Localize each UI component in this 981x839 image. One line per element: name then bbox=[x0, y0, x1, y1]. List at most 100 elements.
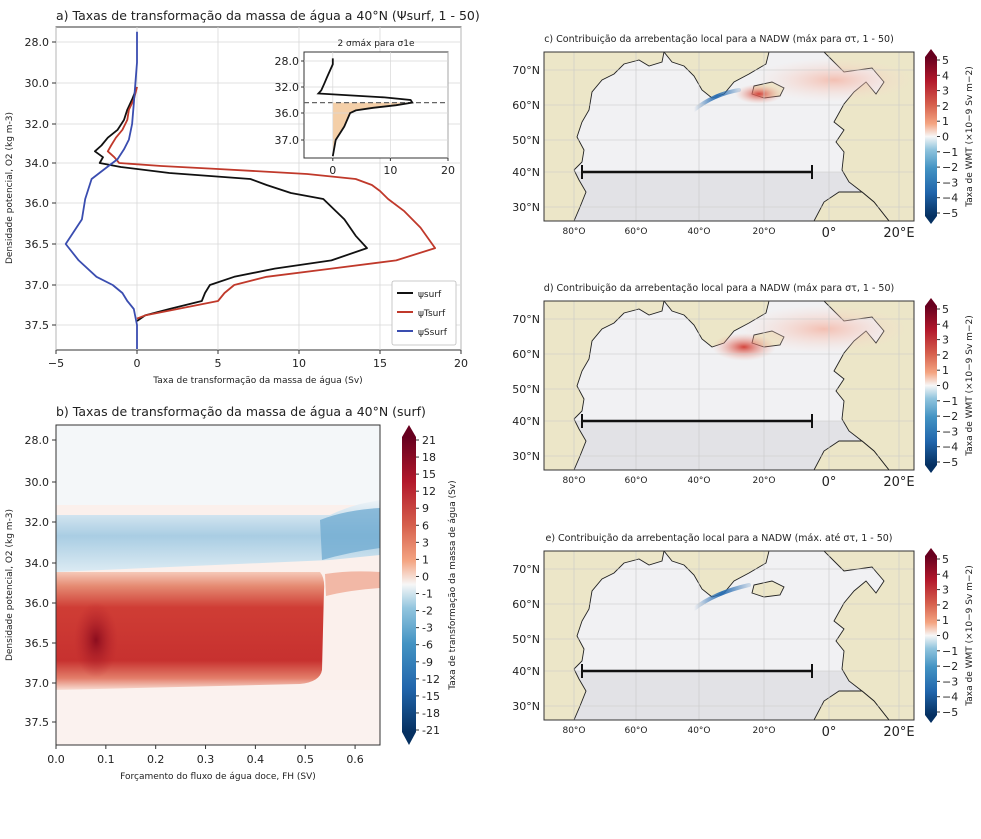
map-lat-label: 30°N bbox=[512, 450, 540, 463]
map-colorbar-tick-label: −4 bbox=[942, 691, 958, 704]
map-lon-label: 40°O bbox=[687, 227, 710, 237]
colorbar-b-top-arrow bbox=[402, 425, 416, 437]
map-colorbar-tick-label: 4 bbox=[942, 318, 949, 331]
map-colorbar-tick-label: −1 bbox=[942, 146, 958, 159]
colorbar-b-tick-label: 0 bbox=[422, 570, 429, 583]
heatmap-negative-right bbox=[320, 508, 380, 560]
panel-a-ytick-label: 32.0 bbox=[25, 118, 50, 131]
map-lon-label: 80°O bbox=[562, 726, 585, 736]
panel-b-ytick-label: 37.0 bbox=[25, 677, 50, 690]
panel-e: e) Contribuição da arrebentação local pa… bbox=[512, 533, 975, 740]
heatmap-max-core bbox=[74, 602, 118, 678]
map-colorbar-tick-label: 5 bbox=[942, 54, 949, 67]
inset-shading bbox=[304, 101, 448, 157]
colorbar-b-tick-label: -21 bbox=[422, 724, 440, 737]
map-colorbar-label: Taxa de WMT (×10−9 Sv m−2) bbox=[965, 315, 975, 456]
panel-a-x-ticks: −5 0 5 10 15 20 bbox=[48, 350, 468, 370]
map-colorbar-top-arrow bbox=[925, 298, 937, 306]
map-colorbar-tick-label: 5 bbox=[942, 553, 949, 566]
map-lon-label: 0° bbox=[822, 475, 837, 490]
map-colorbar-tick-label: −5 bbox=[942, 706, 958, 719]
map-lat-label: 40°N bbox=[512, 665, 540, 678]
map-lon-label: 20°O bbox=[752, 227, 775, 237]
field-positive-blob bbox=[712, 333, 776, 361]
legend-label-psi-t: ψTsurf bbox=[418, 309, 446, 319]
map-lon-label: 60°O bbox=[624, 726, 647, 736]
map-title: e) Contribuição da arrebentação local pa… bbox=[545, 533, 892, 544]
panel-a-ytick-label: 36.5 bbox=[25, 238, 50, 251]
panel-a-ylabel: Densidade potencial, O2 (kg m-3) bbox=[5, 112, 15, 264]
field-negative-streak bbox=[692, 583, 751, 611]
map-colorbar-bottom-arrow bbox=[925, 465, 937, 473]
map-land bbox=[813, 440, 890, 470]
map-colorbar-body bbox=[925, 306, 937, 465]
panel-a-xlabel: Taxa de transformação da massa de água (… bbox=[152, 376, 362, 386]
colorbar-b-tick-label: -15 bbox=[422, 690, 440, 703]
map-colorbar-tick-label: 2 bbox=[942, 349, 949, 362]
map-colorbar-tick-label: −3 bbox=[942, 425, 958, 438]
map-colorbar-tick-label: −1 bbox=[942, 645, 958, 658]
map-lon-label: 20°E bbox=[883, 475, 914, 490]
panel-b-xtick-label: 0.3 bbox=[197, 753, 215, 766]
map-colorbar-tick-label: −4 bbox=[942, 192, 958, 205]
panel-b-ytick-label: 36.0 bbox=[25, 597, 50, 610]
map-body bbox=[544, 52, 914, 221]
map-lat-label: 50°N bbox=[512, 633, 540, 646]
map-colorbar-top-arrow bbox=[925, 49, 937, 57]
field-haze bbox=[739, 305, 909, 353]
map-lat-label: 40°N bbox=[512, 415, 540, 428]
legend-label-psi-s: ψSsurf bbox=[418, 328, 448, 338]
map-lat-label: 50°N bbox=[512, 383, 540, 396]
map-colorbar-top-arrow bbox=[925, 548, 937, 556]
inset-xtick-label: 10 bbox=[383, 164, 397, 177]
map-body bbox=[544, 551, 914, 720]
map-lat-label: 60°N bbox=[512, 348, 540, 361]
map-colorbar-tick-label: −2 bbox=[942, 660, 958, 673]
series-line-psi bbox=[94, 86, 368, 322]
inset-xtick-label: 20 bbox=[441, 164, 455, 177]
map-lon-label: 0° bbox=[822, 226, 837, 241]
panel-a-xtick-label: 20 bbox=[454, 357, 468, 370]
colorbar-b-tick-label: 12 bbox=[422, 485, 436, 498]
colorbar-b-tick-label: 1 bbox=[422, 553, 429, 566]
map-colorbar-bottom-arrow bbox=[925, 715, 937, 723]
panel-a-xtick-label: 5 bbox=[215, 357, 222, 370]
colorbar-b-tick-label: 3 bbox=[422, 536, 429, 549]
panel-b-ytick-label: 28.0 bbox=[25, 434, 50, 447]
map-land bbox=[751, 580, 785, 598]
heatmap-positive-right bbox=[325, 571, 380, 596]
series-line-psi-s bbox=[64, 31, 138, 349]
map-colorbar-tick-label: −3 bbox=[942, 675, 958, 688]
map-lon-label: 40°O bbox=[687, 726, 710, 736]
field-positive-blob bbox=[735, 84, 783, 104]
inset-series-line bbox=[316, 58, 414, 157]
panel-b-x-ticks: 0.0 0.1 0.2 0.3 0.4 0.5 0.6 bbox=[47, 745, 364, 766]
map-colorbar-tick-label: −2 bbox=[942, 410, 958, 423]
map-lon-label: 20°E bbox=[883, 226, 914, 241]
colorbar-b-tick-label: 21 bbox=[422, 434, 436, 447]
inset-x-ticks: 0 10 20 bbox=[329, 158, 455, 177]
inset-xtick-label: 0 bbox=[329, 164, 336, 177]
panel-a-xtick-label: 10 bbox=[292, 357, 306, 370]
panel-a-legend: ψsurf ψTsurf ψSsurf bbox=[391, 280, 457, 346]
colorbar-b-tick-label: -1 bbox=[422, 588, 433, 601]
map-lat-label: 70°N bbox=[512, 64, 540, 77]
colorbar-b-tick-label: 18 bbox=[422, 451, 436, 464]
map-lon-label: 0° bbox=[822, 725, 837, 740]
map-lat-label: 60°N bbox=[512, 598, 540, 611]
panel-b-ytick-label: 34.0 bbox=[25, 557, 50, 570]
colorbar-b-tick-label: -18 bbox=[422, 707, 440, 720]
panel-b-ytick-label: 30.0 bbox=[25, 476, 50, 489]
map-colorbar-tick-label: −3 bbox=[942, 176, 958, 189]
panel-b-xtick-label: 0.1 bbox=[97, 753, 115, 766]
panel-a-title: a) Taxas de transformação da massa de ág… bbox=[56, 8, 480, 23]
map-colorbar-tick-label: 3 bbox=[942, 85, 949, 98]
inset-ytick-label: 36.0 bbox=[275, 107, 300, 120]
panel-a-xtick-label: −5 bbox=[48, 357, 64, 370]
colorbar-b-tick-label: -2 bbox=[422, 605, 433, 618]
map-frame bbox=[543, 300, 915, 471]
map-lon-label: 60°O bbox=[624, 476, 647, 486]
map-colorbar-label: Taxa de WMT (×10−9 Sv m−2) bbox=[965, 565, 975, 706]
inset-ytick-label: 37.0 bbox=[275, 134, 300, 147]
